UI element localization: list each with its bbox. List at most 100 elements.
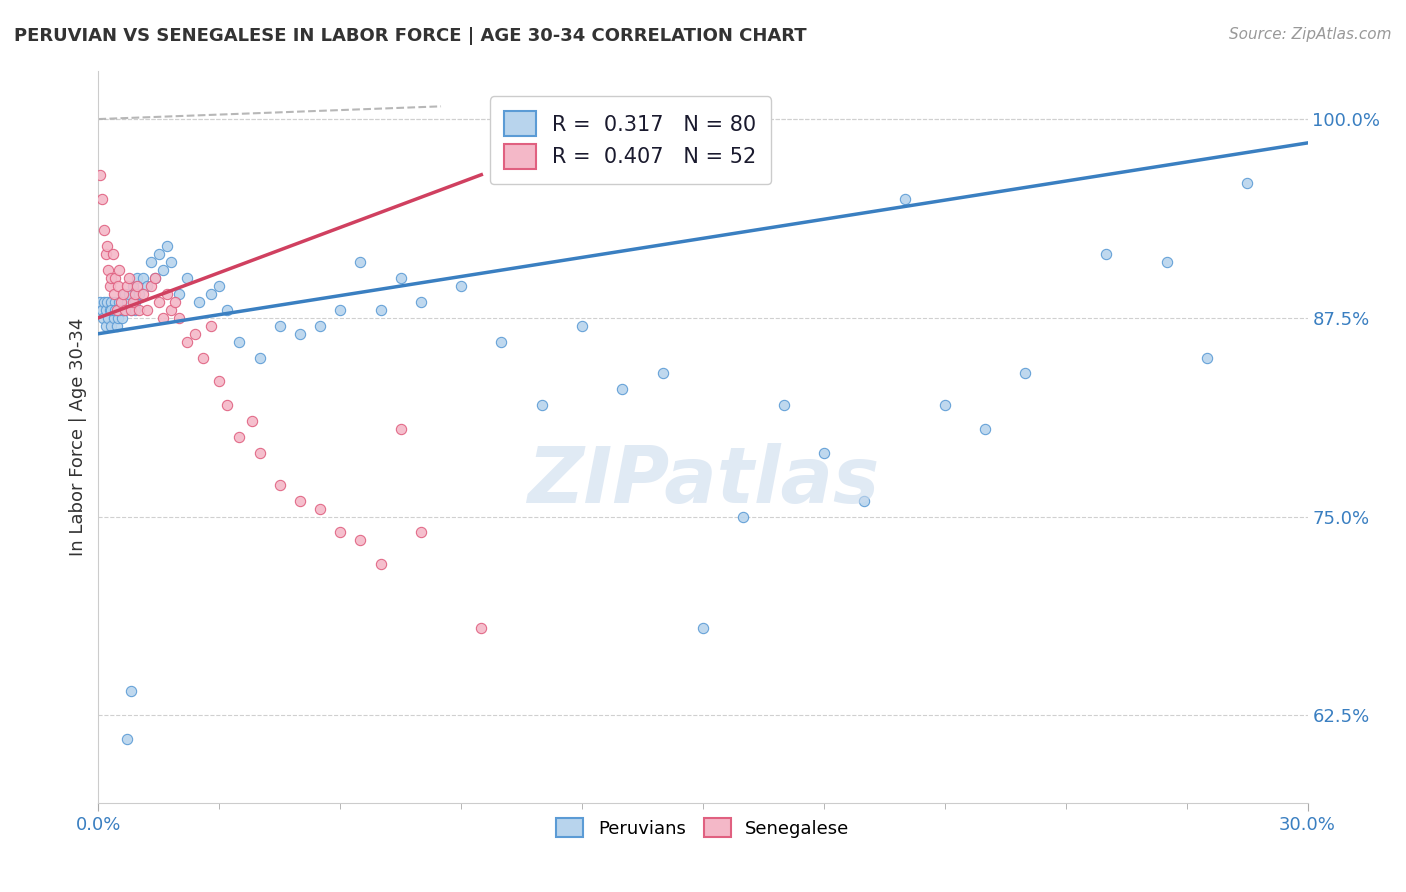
- Point: [105, 318, 128, 333]
- Point: [108, 263, 131, 277]
- Point: [208, 375, 231, 389]
- Point: [139, 279, 162, 293]
- Legend: Peruvians, Senegalese: Peruvians, Senegalese: [550, 811, 856, 845]
- Point: [571, 318, 593, 333]
- Point: [120, 302, 142, 317]
- Point: [329, 302, 352, 317]
- Point: [370, 302, 392, 317]
- Point: [240, 414, 263, 428]
- Point: [530, 398, 553, 412]
- Point: [120, 302, 142, 317]
- Point: [692, 621, 714, 635]
- Point: [93, 294, 115, 309]
- Point: [124, 294, 146, 309]
- Point: [143, 271, 166, 285]
- Point: [96, 302, 118, 317]
- Point: [114, 302, 136, 317]
- Point: [148, 247, 170, 261]
- Point: [228, 430, 250, 444]
- Point: [104, 294, 127, 309]
- Point: [111, 287, 134, 301]
- Point: [1236, 176, 1258, 190]
- Point: [329, 525, 352, 540]
- Point: [733, 509, 755, 524]
- Point: [176, 271, 198, 285]
- Point: [98, 279, 121, 293]
- Point: [349, 533, 371, 548]
- Point: [100, 271, 122, 285]
- Point: [124, 302, 146, 317]
- Point: [121, 279, 143, 293]
- Point: [132, 271, 155, 285]
- Point: [101, 247, 124, 261]
- Point: [94, 318, 117, 333]
- Point: [101, 302, 124, 317]
- Point: [217, 398, 239, 412]
- Point: [103, 302, 125, 317]
- Point: [114, 287, 136, 301]
- Point: [143, 271, 166, 285]
- Point: [152, 310, 174, 325]
- Point: [110, 294, 132, 309]
- Point: [96, 239, 118, 253]
- Point: [128, 302, 150, 317]
- Point: [148, 294, 170, 309]
- Point: [98, 302, 121, 317]
- Point: [96, 294, 118, 309]
- Point: [111, 302, 134, 317]
- Point: [105, 302, 128, 317]
- Point: [193, 351, 215, 365]
- Point: [772, 398, 794, 412]
- Point: [124, 287, 146, 301]
- Point: [100, 294, 122, 309]
- Point: [115, 279, 138, 293]
- Point: [217, 302, 239, 317]
- Point: [89, 294, 111, 309]
- Point: [107, 302, 129, 317]
- Point: [249, 351, 271, 365]
- Point: [1195, 351, 1218, 365]
- Point: [94, 247, 117, 261]
- Point: [309, 318, 332, 333]
- Point: [125, 279, 148, 293]
- Point: [107, 302, 129, 317]
- Point: [491, 334, 513, 349]
- Point: [167, 287, 190, 301]
- Point: [1014, 367, 1036, 381]
- Point: [107, 279, 129, 293]
- Point: [1156, 255, 1178, 269]
- Point: [309, 501, 332, 516]
- Point: [118, 287, 141, 301]
- Point: [228, 334, 250, 349]
- Point: [115, 294, 138, 309]
- Point: [200, 287, 222, 301]
- Point: [107, 310, 129, 325]
- Point: [152, 263, 174, 277]
- Point: [93, 223, 115, 237]
- Point: [612, 383, 634, 397]
- Point: [349, 255, 371, 269]
- Point: [91, 310, 114, 325]
- Point: [470, 621, 492, 635]
- Point: [167, 310, 190, 325]
- Point: [208, 279, 231, 293]
- Point: [974, 422, 997, 436]
- Point: [176, 334, 198, 349]
- Point: [115, 732, 138, 747]
- Point: [111, 310, 134, 325]
- Y-axis label: In Labor Force | Age 30-34: In Labor Force | Age 30-34: [69, 318, 87, 557]
- Point: [91, 302, 114, 317]
- Point: [118, 271, 141, 285]
- Point: [103, 310, 125, 325]
- Point: [89, 168, 111, 182]
- Point: [389, 271, 412, 285]
- Point: [288, 493, 311, 508]
- Point: [110, 302, 132, 317]
- Point: [103, 302, 125, 317]
- Text: PERUVIAN VS SENEGALESE IN LABOR FORCE | AGE 30-34 CORRELATION CHART: PERUVIAN VS SENEGALESE IN LABOR FORCE | …: [14, 27, 807, 45]
- Point: [97, 263, 120, 277]
- Point: [409, 525, 432, 540]
- Point: [188, 294, 211, 309]
- Text: ZIPatlas: ZIPatlas: [527, 443, 879, 519]
- Point: [370, 558, 392, 572]
